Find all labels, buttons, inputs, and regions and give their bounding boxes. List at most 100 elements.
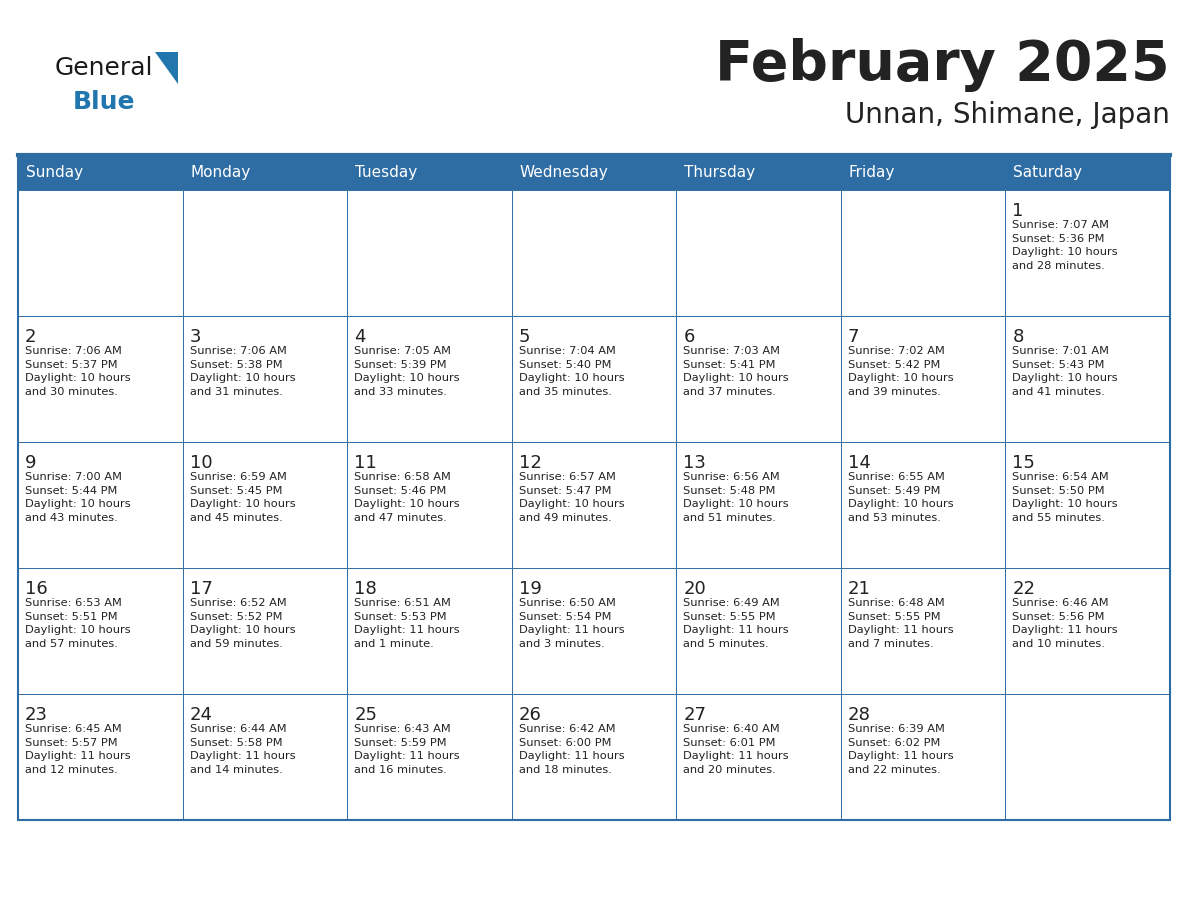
Bar: [347, 568, 512, 694]
Text: 19: 19: [519, 580, 542, 598]
Text: Sunrise: 6:50 AM
Sunset: 5:54 PM
Daylight: 11 hours
and 3 minutes.: Sunrise: 6:50 AM Sunset: 5:54 PM Dayligh…: [519, 598, 625, 649]
Bar: [676, 155, 841, 190]
Bar: [1005, 316, 1170, 442]
Bar: [841, 190, 1005, 316]
Text: Sunrise: 6:59 AM
Sunset: 5:45 PM
Daylight: 10 hours
and 45 minutes.: Sunrise: 6:59 AM Sunset: 5:45 PM Dayligh…: [190, 472, 295, 522]
Text: Sunrise: 6:58 AM
Sunset: 5:46 PM
Daylight: 10 hours
and 47 minutes.: Sunrise: 6:58 AM Sunset: 5:46 PM Dayligh…: [354, 472, 460, 522]
Bar: [512, 316, 676, 442]
Text: Sunday: Sunday: [26, 165, 83, 180]
Bar: [183, 442, 347, 568]
Text: Sunrise: 7:02 AM
Sunset: 5:42 PM
Daylight: 10 hours
and 39 minutes.: Sunrise: 7:02 AM Sunset: 5:42 PM Dayligh…: [848, 346, 954, 397]
Bar: [1005, 190, 1170, 316]
Bar: [841, 568, 1005, 694]
Bar: [1005, 694, 1170, 820]
Bar: [512, 694, 676, 820]
Bar: [183, 316, 347, 442]
Text: 27: 27: [683, 706, 707, 724]
Bar: [676, 568, 841, 694]
Text: 11: 11: [354, 454, 377, 472]
Text: 28: 28: [848, 706, 871, 724]
Bar: [18, 190, 183, 316]
Text: Sunrise: 6:55 AM
Sunset: 5:49 PM
Daylight: 10 hours
and 53 minutes.: Sunrise: 6:55 AM Sunset: 5:49 PM Dayligh…: [848, 472, 954, 522]
Bar: [512, 568, 676, 694]
Bar: [183, 568, 347, 694]
Text: Sunrise: 6:40 AM
Sunset: 6:01 PM
Daylight: 11 hours
and 20 minutes.: Sunrise: 6:40 AM Sunset: 6:01 PM Dayligh…: [683, 724, 789, 775]
Text: Sunrise: 6:52 AM
Sunset: 5:52 PM
Daylight: 10 hours
and 59 minutes.: Sunrise: 6:52 AM Sunset: 5:52 PM Dayligh…: [190, 598, 295, 649]
Text: Sunrise: 6:45 AM
Sunset: 5:57 PM
Daylight: 11 hours
and 12 minutes.: Sunrise: 6:45 AM Sunset: 5:57 PM Dayligh…: [25, 724, 131, 775]
Bar: [1005, 155, 1170, 190]
Bar: [841, 316, 1005, 442]
Bar: [676, 190, 841, 316]
Text: Sunrise: 7:01 AM
Sunset: 5:43 PM
Daylight: 10 hours
and 41 minutes.: Sunrise: 7:01 AM Sunset: 5:43 PM Dayligh…: [1012, 346, 1118, 397]
Bar: [18, 442, 183, 568]
Text: Sunrise: 6:42 AM
Sunset: 6:00 PM
Daylight: 11 hours
and 18 minutes.: Sunrise: 6:42 AM Sunset: 6:00 PM Dayligh…: [519, 724, 625, 775]
Text: 8: 8: [1012, 328, 1024, 346]
Text: 25: 25: [354, 706, 377, 724]
Bar: [18, 316, 183, 442]
Bar: [841, 442, 1005, 568]
Text: 12: 12: [519, 454, 542, 472]
Text: 4: 4: [354, 328, 366, 346]
Text: Saturday: Saturday: [1013, 165, 1082, 180]
Text: 22: 22: [1012, 580, 1036, 598]
Text: Sunrise: 6:53 AM
Sunset: 5:51 PM
Daylight: 10 hours
and 57 minutes.: Sunrise: 6:53 AM Sunset: 5:51 PM Dayligh…: [25, 598, 131, 649]
Bar: [347, 442, 512, 568]
Bar: [347, 316, 512, 442]
Text: 26: 26: [519, 706, 542, 724]
Bar: [1005, 442, 1170, 568]
Bar: [676, 316, 841, 442]
Text: Thursday: Thursday: [684, 165, 756, 180]
Text: Sunrise: 6:56 AM
Sunset: 5:48 PM
Daylight: 10 hours
and 51 minutes.: Sunrise: 6:56 AM Sunset: 5:48 PM Dayligh…: [683, 472, 789, 522]
Text: 7: 7: [848, 328, 859, 346]
Bar: [841, 155, 1005, 190]
Text: February 2025: February 2025: [715, 38, 1170, 92]
Bar: [676, 442, 841, 568]
Bar: [512, 190, 676, 316]
Text: 1: 1: [1012, 202, 1024, 220]
Text: Wednesday: Wednesday: [519, 165, 608, 180]
Text: 3: 3: [190, 328, 201, 346]
Bar: [676, 694, 841, 820]
Text: 16: 16: [25, 580, 48, 598]
Text: Tuesday: Tuesday: [355, 165, 417, 180]
Bar: [18, 155, 183, 190]
Polygon shape: [154, 52, 178, 84]
Text: 21: 21: [848, 580, 871, 598]
Text: 18: 18: [354, 580, 377, 598]
Text: Unnan, Shimane, Japan: Unnan, Shimane, Japan: [845, 101, 1170, 129]
Text: Friday: Friday: [849, 165, 896, 180]
Text: Sunrise: 7:07 AM
Sunset: 5:36 PM
Daylight: 10 hours
and 28 minutes.: Sunrise: 7:07 AM Sunset: 5:36 PM Dayligh…: [1012, 220, 1118, 271]
Text: 5: 5: [519, 328, 530, 346]
Text: Sunrise: 7:06 AM
Sunset: 5:37 PM
Daylight: 10 hours
and 30 minutes.: Sunrise: 7:06 AM Sunset: 5:37 PM Dayligh…: [25, 346, 131, 397]
Text: 17: 17: [190, 580, 213, 598]
Text: 24: 24: [190, 706, 213, 724]
Text: Sunrise: 6:44 AM
Sunset: 5:58 PM
Daylight: 11 hours
and 14 minutes.: Sunrise: 6:44 AM Sunset: 5:58 PM Dayligh…: [190, 724, 295, 775]
Text: Sunrise: 7:06 AM
Sunset: 5:38 PM
Daylight: 10 hours
and 31 minutes.: Sunrise: 7:06 AM Sunset: 5:38 PM Dayligh…: [190, 346, 295, 397]
Bar: [347, 190, 512, 316]
Text: Sunrise: 6:49 AM
Sunset: 5:55 PM
Daylight: 11 hours
and 5 minutes.: Sunrise: 6:49 AM Sunset: 5:55 PM Dayligh…: [683, 598, 789, 649]
Bar: [512, 155, 676, 190]
Text: Sunrise: 7:00 AM
Sunset: 5:44 PM
Daylight: 10 hours
and 43 minutes.: Sunrise: 7:00 AM Sunset: 5:44 PM Dayligh…: [25, 472, 131, 522]
Text: Sunrise: 7:04 AM
Sunset: 5:40 PM
Daylight: 10 hours
and 35 minutes.: Sunrise: 7:04 AM Sunset: 5:40 PM Dayligh…: [519, 346, 625, 397]
Text: 15: 15: [1012, 454, 1035, 472]
Text: Sunrise: 6:43 AM
Sunset: 5:59 PM
Daylight: 11 hours
and 16 minutes.: Sunrise: 6:43 AM Sunset: 5:59 PM Dayligh…: [354, 724, 460, 775]
Text: Blue: Blue: [72, 90, 135, 114]
Text: 13: 13: [683, 454, 706, 472]
Bar: [183, 694, 347, 820]
Bar: [18, 568, 183, 694]
Text: Sunrise: 6:57 AM
Sunset: 5:47 PM
Daylight: 10 hours
and 49 minutes.: Sunrise: 6:57 AM Sunset: 5:47 PM Dayligh…: [519, 472, 625, 522]
Bar: [347, 155, 512, 190]
Text: 10: 10: [190, 454, 213, 472]
Text: 6: 6: [683, 328, 695, 346]
Bar: [512, 442, 676, 568]
Text: Sunrise: 6:46 AM
Sunset: 5:56 PM
Daylight: 11 hours
and 10 minutes.: Sunrise: 6:46 AM Sunset: 5:56 PM Dayligh…: [1012, 598, 1118, 649]
Bar: [1005, 568, 1170, 694]
Bar: [183, 155, 347, 190]
Bar: [18, 155, 1170, 820]
Bar: [841, 694, 1005, 820]
Text: Monday: Monday: [190, 165, 251, 180]
Bar: [18, 694, 183, 820]
Bar: [347, 694, 512, 820]
Text: Sunrise: 6:54 AM
Sunset: 5:50 PM
Daylight: 10 hours
and 55 minutes.: Sunrise: 6:54 AM Sunset: 5:50 PM Dayligh…: [1012, 472, 1118, 522]
Text: 14: 14: [848, 454, 871, 472]
